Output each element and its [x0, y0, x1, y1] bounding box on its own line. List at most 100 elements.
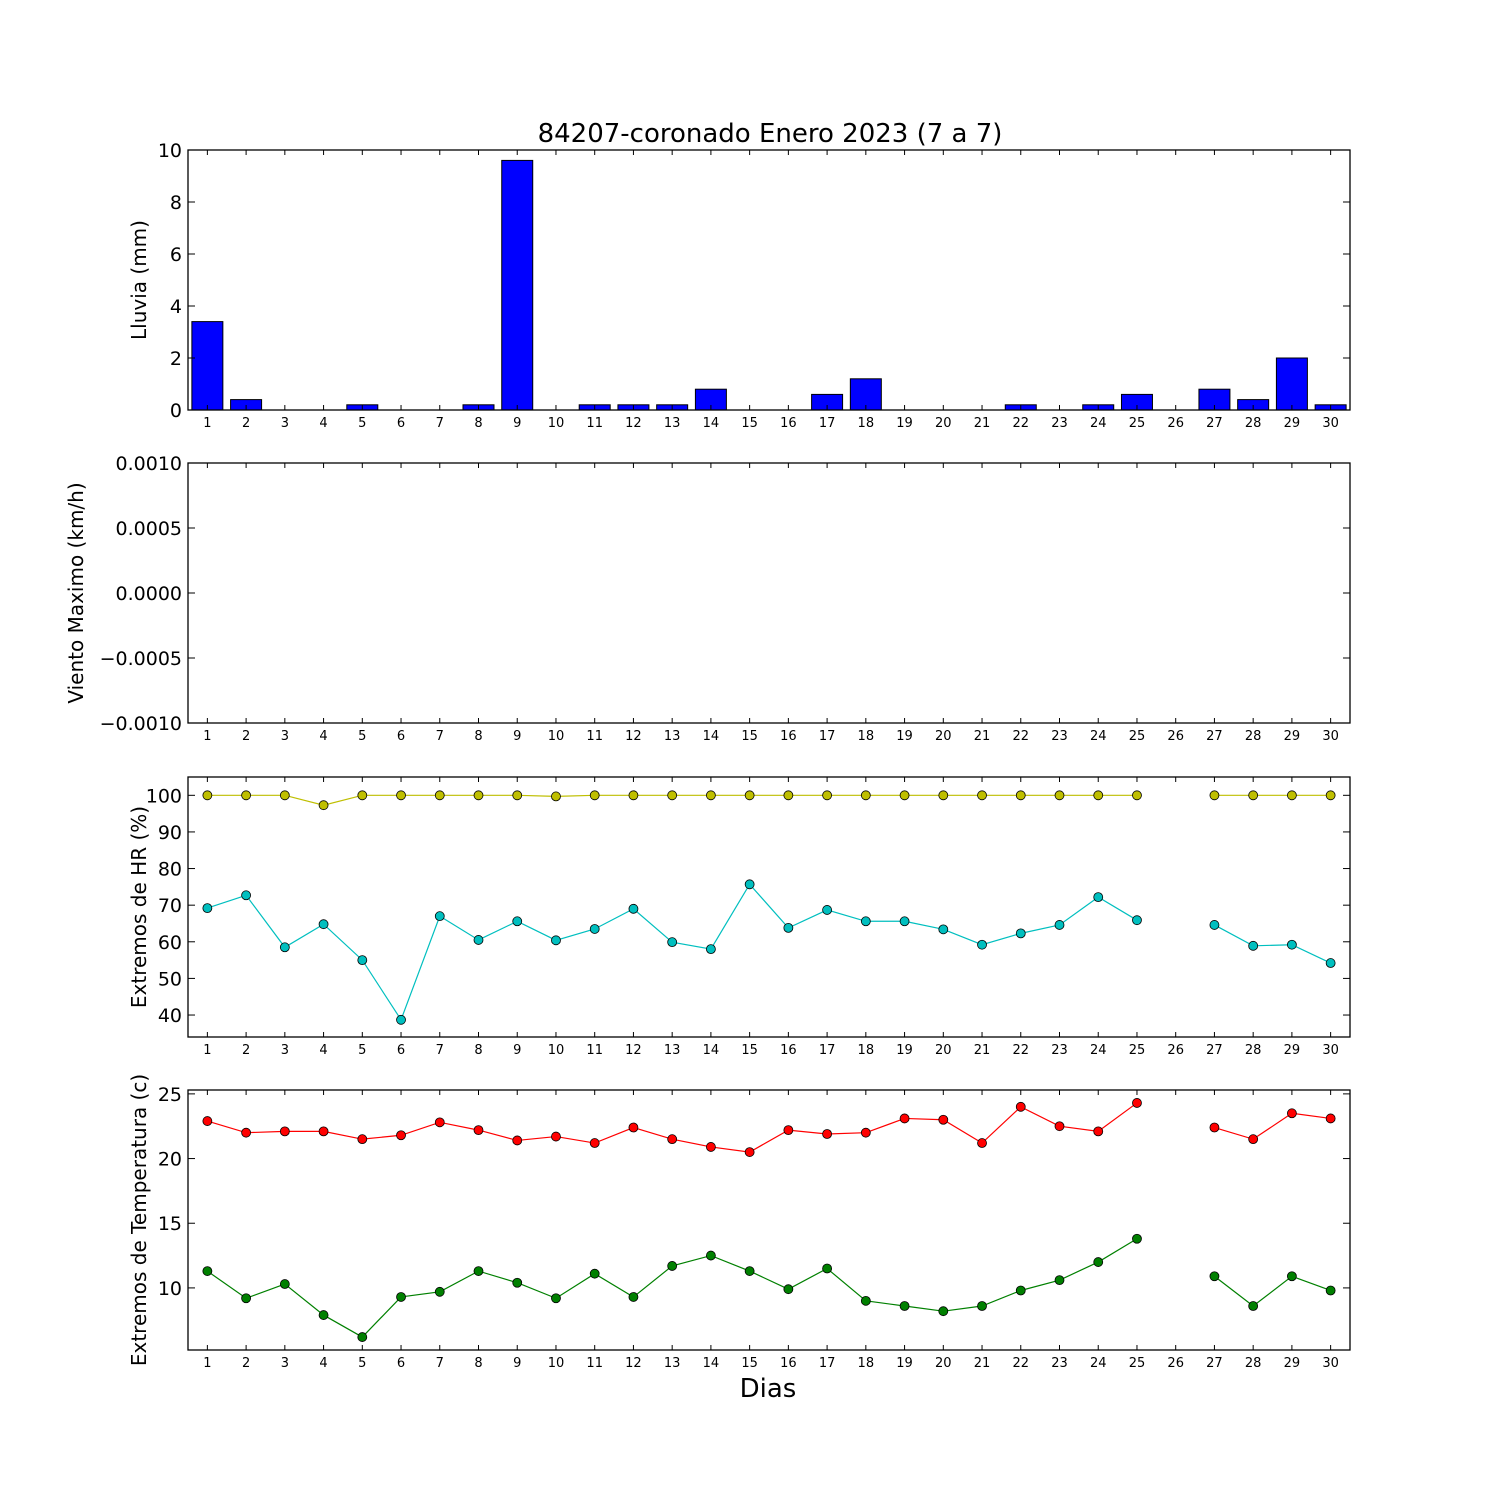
temperature-series-0-point [1287, 1108, 1297, 1119]
y-tick-label: 90 [158, 822, 182, 844]
humidity-series-1-point [202, 903, 213, 913]
humidity-series-1-point [396, 1014, 406, 1025]
x-tick-label: 22 [1012, 1043, 1029, 1058]
x-tick-label: 9 [513, 1356, 521, 1371]
x-tick-label: 7 [436, 1043, 444, 1058]
x-tick-label: 20 [935, 416, 952, 431]
temperature-series-0-point [589, 1138, 600, 1148]
y-tick-label: 60 [158, 932, 182, 954]
x-tick-label: 3 [281, 1356, 289, 1371]
y-tick-label: 0 [170, 400, 182, 422]
humidity-series-1-point [241, 890, 252, 901]
temperature-series-1-point [1325, 1285, 1336, 1296]
x-tick-label: 14 [703, 1043, 720, 1058]
rain-bar [501, 159, 534, 411]
x-tick-label: 7 [436, 1356, 444, 1371]
temperature-series-0-point [938, 1114, 949, 1125]
temperature-series-1-point [1054, 1275, 1065, 1286]
humidity-series-0-point [667, 790, 678, 801]
x-tick-label: 27 [1206, 1043, 1223, 1058]
x-tick-label: 12 [625, 1356, 642, 1371]
x-tick-label: 26 [1167, 729, 1184, 744]
humidity-series-0-point [1325, 790, 1336, 801]
temperature-series-0-point [977, 1138, 987, 1148]
temperature-series-0-point [318, 1126, 329, 1137]
humidity-series-0-point [473, 790, 484, 801]
x-tick-label: 19 [896, 1356, 913, 1371]
y-tick-label: 15 [158, 1213, 182, 1235]
y-tick-label: 0.0005 [116, 518, 182, 540]
humidity-series-1-point [357, 955, 368, 965]
x-tick-label: 26 [1167, 1043, 1184, 1058]
x-tick-label: 8 [474, 729, 482, 744]
x-tick-label: 16 [780, 1043, 797, 1058]
temperature-panel: 1 2 3 4 5 6 7 8 9 10 11 12 13 14 15 16 17 18 19 20 21 22 23 24 2… [127, 1074, 1351, 1371]
x-tick-label: 21 [974, 1356, 991, 1371]
x-tick-label: 3 [281, 416, 289, 431]
humidity-series-1-point [667, 937, 678, 948]
x-tick-label: 18 [858, 729, 875, 744]
y-tick-label: 25 [158, 1084, 182, 1106]
rain-panel: 1 2 3 4 5 6 7 8 9 10 11 12 13 14 15 16 17 18 19 20 21 22 23 24 2… [127, 140, 1351, 431]
y-tick-label: 6 [170, 244, 182, 266]
x-tick-label: 9 [513, 1043, 521, 1058]
temperature-series-1-point [357, 1332, 368, 1342]
temperature-y-axis-label: Extremos de Temperatura (c) [127, 1074, 151, 1366]
humidity-series-0-point [1015, 790, 1026, 801]
chart-title: 84207-coronado Enero 2023 (7 a 7) [538, 119, 1003, 149]
x-tick-label: 6 [397, 1356, 405, 1371]
x-tick-label: 23 [1051, 416, 1068, 431]
x-tick-label: 15 [741, 416, 758, 431]
x-tick-label: 17 [819, 1356, 836, 1371]
x-tick-label: 24 [1090, 1043, 1107, 1058]
humidity-series-1-point [938, 924, 949, 935]
x-tick-label: 22 [1012, 416, 1029, 431]
x-tick-label: 29 [1284, 729, 1301, 744]
temperature-series-1-point [512, 1277, 523, 1288]
x-tick-label: 1 [203, 729, 211, 744]
humidity-series-1-point [1093, 892, 1104, 903]
x-tick-label: 23 [1051, 1043, 1068, 1058]
humidity-series-1-point [434, 911, 445, 922]
x-tick-label: 3 [281, 729, 289, 744]
x-tick-label: 26 [1167, 416, 1184, 431]
temperature-series-1-point [822, 1263, 832, 1274]
temperature-series-1-point [473, 1266, 484, 1276]
humidity-series-1-point [318, 919, 329, 930]
temperature-series-0-point [473, 1125, 484, 1135]
temperature-series-0-point [1015, 1101, 1026, 1112]
x-tick-label: 2 [242, 416, 250, 431]
temperature-series-1-point [589, 1268, 600, 1279]
x-tick-label: 2 [242, 1043, 250, 1058]
temperature-series-1-line [1214, 1275, 1331, 1307]
temperature-series-0-point [822, 1129, 832, 1139]
temperature-series-1-point [1015, 1285, 1026, 1296]
humidity-series-1-point [783, 922, 794, 933]
temperature-series-0-point [1325, 1113, 1336, 1124]
temperature-series-0-point [396, 1130, 406, 1141]
x-tick-label: 7 [436, 416, 444, 431]
x-tick-label: 20 [935, 1043, 952, 1058]
x-tick-label: 21 [974, 1043, 991, 1058]
x-tick-label: 18 [858, 416, 875, 431]
humidity-series-0-point [551, 791, 561, 802]
humidity-series-1-point [1132, 915, 1142, 926]
rain-bar [191, 321, 224, 411]
x-tick-label: 9 [513, 729, 521, 744]
temperature-series-1-point [202, 1266, 213, 1276]
humidity-series-0-point [706, 790, 716, 801]
temperature-series-1-line [207, 1238, 1138, 1338]
y-tick-label: 10 [158, 140, 182, 162]
x-tick-label: 25 [1129, 1043, 1146, 1058]
x-tick-label: 16 [780, 729, 797, 744]
x-tick-label: 24 [1090, 729, 1107, 744]
humidity-series-0-point [1287, 790, 1297, 801]
x-tick-label: 11 [586, 729, 603, 744]
y-tick-label: 40 [158, 1005, 182, 1027]
humidity-series-1-point [551, 935, 561, 946]
humidity-series-1-point [744, 879, 755, 890]
humidity-series-1-point [977, 939, 987, 950]
y-tick-label: 70 [158, 895, 182, 917]
humidity-series-0-point [241, 790, 252, 801]
